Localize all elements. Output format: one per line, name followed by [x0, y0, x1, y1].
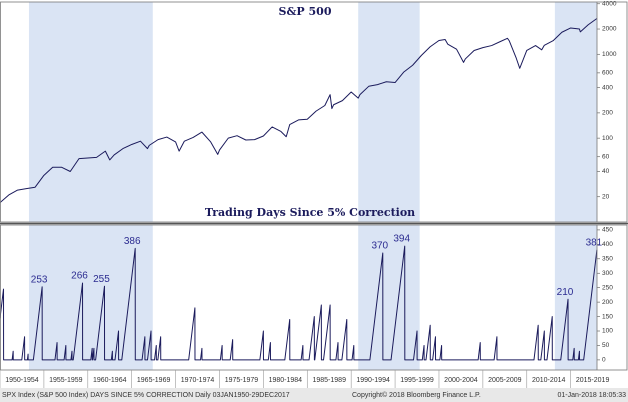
- panel-frame: [0, 1, 628, 223]
- y-tick-label: 4000: [602, 0, 617, 7]
- x-tick-label: 1985-1989: [312, 377, 346, 384]
- y-tick-label: 50: [602, 342, 610, 349]
- footer-center: Copyright© 2018 Bloomberg Finance L.P.: [352, 391, 481, 399]
- x-tick-label: 2015-2019: [576, 377, 610, 384]
- y-tick-label: 350: [602, 256, 613, 263]
- shaded-period: [358, 225, 420, 370]
- footer-bar: [0, 388, 628, 402]
- panel-frame: [0, 224, 628, 371]
- y-tick-label: 20: [602, 193, 610, 200]
- y-tick-label: 150: [602, 313, 613, 320]
- shaded-period: [554, 225, 597, 370]
- panel-title: Trading Days Since 5% Correction: [205, 206, 415, 219]
- data-line: [0, 245, 598, 361]
- x-tick-label: 1950-1954: [5, 377, 39, 384]
- peak-label: 394: [393, 234, 410, 245]
- y-tick-label: 60: [602, 153, 610, 160]
- x-tick-label: 1990-1994: [356, 377, 390, 384]
- y-tick-label: 250: [602, 284, 613, 291]
- y-tick-label: 400: [602, 241, 613, 248]
- shaded-period: [358, 2, 420, 222]
- peak-label: 253: [31, 274, 48, 285]
- y-tick-label: 300: [602, 270, 613, 277]
- data-line: [0, 18, 598, 204]
- shaded-period: [28, 225, 153, 370]
- peak-label: 381: [586, 237, 603, 248]
- x-tick-label: 2005-2009: [488, 377, 522, 384]
- peak-label: 386: [124, 236, 141, 247]
- panel-title: S&P 500: [279, 5, 332, 18]
- x-tick-label: 1975-1979: [225, 377, 259, 384]
- y-tick-label: 600: [602, 70, 613, 77]
- x-tick-label: 2010-2014: [532, 377, 566, 384]
- y-tick-label: 100: [602, 135, 613, 142]
- shaded-period: [554, 2, 597, 222]
- x-tick-label: 1960-1964: [93, 377, 127, 384]
- y-tick-label: 1000: [602, 51, 617, 58]
- y-tick-label: 0: [602, 357, 606, 364]
- x-tick-label: 1995-1999: [400, 377, 434, 384]
- y-tick-label: 200: [602, 110, 613, 117]
- peak-label: 266: [71, 271, 88, 282]
- y-tick-label: 450: [602, 227, 613, 234]
- x-tick-label: 1970-1974: [181, 377, 215, 384]
- y-tick-label: 400: [602, 84, 613, 91]
- y-tick-label: 100: [602, 328, 613, 335]
- peak-label: 370: [371, 241, 388, 252]
- x-tick-label: 1955-1959: [49, 377, 83, 384]
- x-tick-label: 1965-1969: [137, 377, 171, 384]
- footer-left: SPX Index (S&P 500 Index) DAYS SINCE 5% …: [2, 392, 290, 399]
- y-tick-label: 2000: [602, 26, 617, 33]
- shaded-period: [28, 2, 153, 222]
- peak-label: 210: [557, 287, 574, 298]
- x-tick-label: 2000-2004: [444, 377, 478, 384]
- x-tick-label: 1980-1984: [269, 377, 303, 384]
- peak-label: 255: [93, 274, 110, 285]
- y-tick-label: 40: [602, 168, 610, 175]
- y-tick-label: 200: [602, 299, 613, 306]
- footer-right: 01-Jan-2018 18:05:33: [558, 392, 627, 399]
